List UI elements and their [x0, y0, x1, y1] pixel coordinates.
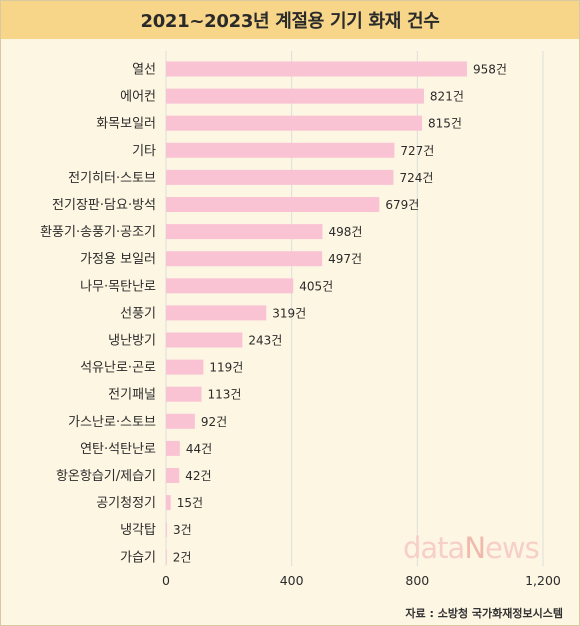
category-label: 연탄·석탄난로 — [80, 442, 156, 457]
value-label: 2건 — [173, 550, 192, 564]
category-label: 가습기 — [120, 550, 156, 565]
bar — [166, 549, 167, 565]
bar — [166, 468, 180, 483]
datanews-watermark: dataNews — [403, 531, 540, 565]
value-label: 243건 — [248, 334, 282, 348]
bar — [166, 440, 180, 456]
bar — [166, 142, 395, 158]
value-label: 958건 — [473, 63, 507, 77]
value-label: 821건 — [430, 90, 464, 104]
bar — [166, 169, 394, 185]
value-label: 497건 — [328, 252, 362, 266]
value-label: 815건 — [428, 117, 462, 131]
chart-title: 2021~2023년 계절용 기기 화재 건수 — [140, 11, 440, 32]
category-label: 화목보일러 — [96, 117, 156, 132]
value-label: 724건 — [399, 171, 433, 185]
x-tick-label: 800 — [405, 573, 429, 588]
watermark-accent: N — [464, 531, 486, 565]
value-label: 113건 — [208, 388, 242, 402]
category-label: 전기패널 — [108, 388, 156, 403]
category-label: 전기장판·담요·방석 — [52, 198, 156, 213]
category-label: 나무·목탄난로 — [80, 279, 156, 294]
category-label: 냉각탑 — [120, 523, 156, 538]
x-tick-label: 400 — [280, 573, 304, 588]
value-label: 405건 — [299, 279, 333, 293]
bar — [166, 332, 243, 348]
category-label: 가정용 보일러 — [80, 252, 156, 267]
value-label: 15건 — [177, 496, 203, 510]
category-label: 선풍기 — [120, 306, 156, 321]
category-label: 전기히터·스토브 — [68, 171, 156, 186]
category-label: 냉난방기 — [108, 334, 156, 349]
bar — [166, 413, 195, 429]
source-note: 자료 : 소방청 국가화재정보시스템 — [405, 607, 563, 620]
bar — [166, 224, 323, 240]
value-label: 319건 — [272, 306, 306, 320]
value-label: 119건 — [209, 361, 243, 375]
value-label: 679건 — [385, 198, 419, 212]
value-label: 498건 — [328, 225, 362, 239]
bar — [166, 88, 424, 104]
value-label: 727건 — [400, 144, 434, 158]
bar — [166, 278, 294, 294]
bar — [166, 197, 380, 212]
value-label: 3건 — [173, 523, 192, 537]
x-tick-label: 0 — [162, 573, 170, 588]
value-label: 92건 — [201, 415, 227, 429]
category-label: 항온항습기/제습기 — [56, 469, 156, 484]
bar — [166, 305, 267, 321]
category-label: 가스난로·스토브 — [68, 415, 156, 430]
value-label: 42건 — [185, 469, 211, 483]
bar — [166, 495, 171, 511]
category-label: 석유난로·곤로 — [80, 361, 156, 376]
watermark-suffix: ews — [485, 531, 540, 565]
bar — [166, 251, 323, 267]
title-bar: 2021~2023년 계절용 기기 화재 건수 — [1, 1, 579, 39]
bar — [166, 115, 423, 131]
bar — [166, 522, 167, 538]
watermark-prefix: data — [403, 531, 465, 565]
category-label: 기타 — [132, 144, 156, 159]
x-tick-label: 1,200 — [525, 573, 561, 588]
value-label: 44건 — [186, 442, 212, 456]
bar — [166, 359, 204, 375]
bar — [166, 386, 202, 402]
category-label: 열선 — [132, 63, 156, 78]
category-label: 환풍기·송풍기·공조기 — [40, 225, 156, 240]
category-label: 에어컨 — [120, 90, 156, 105]
bar — [166, 61, 467, 77]
category-label: 공기청정기 — [96, 496, 156, 511]
